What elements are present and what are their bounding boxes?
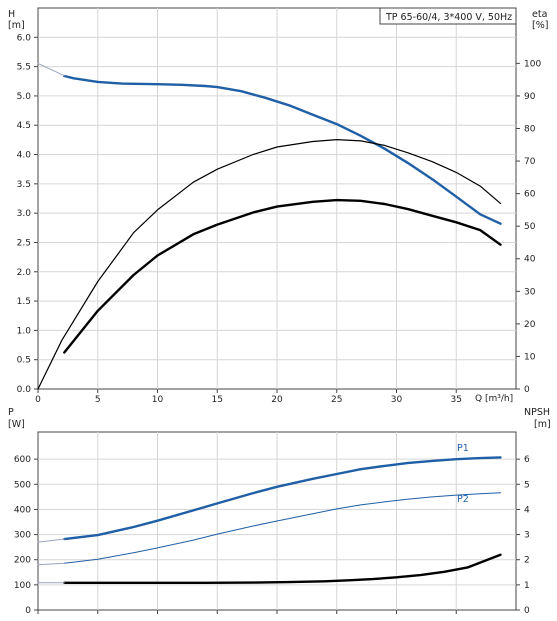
y-left-tick-label: 3.5 bbox=[17, 180, 31, 190]
y-left-tick-label: 2.0 bbox=[17, 268, 32, 278]
y-left-tick-label: 2.5 bbox=[17, 238, 31, 248]
chart-title-box-border bbox=[379, 7, 517, 25]
y-left-tick-label: 5.0 bbox=[17, 92, 32, 102]
y-right-tick-label: 6 bbox=[524, 455, 530, 465]
y-left-tick-label: 5.5 bbox=[17, 63, 31, 73]
y-right-tick-label: 60 bbox=[524, 190, 536, 200]
y-right-tick-label: 70 bbox=[524, 157, 536, 167]
curve-4-line bbox=[63, 553, 502, 584]
y-left-tick-label: 4.5 bbox=[17, 121, 31, 131]
x-tick-label: 0 bbox=[35, 395, 41, 405]
y-right-tick-label: 100 bbox=[524, 59, 541, 69]
y-right-tick-label: 3 bbox=[524, 531, 530, 541]
y-right-tick-label: 80 bbox=[524, 124, 536, 134]
y-left-tick-label: 3.0 bbox=[17, 209, 32, 219]
bottom-left-axis-unit: [W] bbox=[8, 419, 25, 430]
y-right-tick-label: 0 bbox=[524, 385, 530, 395]
bottom-right-axis-unit: [m] bbox=[534, 419, 551, 430]
x-tick-label: 35 bbox=[451, 395, 462, 405]
y-right-tick-label: 2 bbox=[524, 556, 530, 566]
y-right-tick-label: 20 bbox=[524, 320, 536, 330]
top-lines bbox=[37, 62, 502, 390]
x-axis-label: Q [m³/h] bbox=[475, 394, 513, 404]
curve-3-line bbox=[37, 62, 65, 77]
top-left-axis-unit: [m] bbox=[8, 20, 25, 31]
y-left-tick-label: 200 bbox=[14, 556, 31, 566]
curve-1-line bbox=[37, 139, 502, 390]
x-tick-label: 20 bbox=[271, 395, 283, 405]
y-left-tick-label: 100 bbox=[14, 581, 31, 591]
bottom-right-axis-label: NPSH bbox=[524, 407, 550, 418]
top-right-axis-unit: [%] bbox=[532, 20, 548, 31]
x-tick-label: 5 bbox=[95, 395, 101, 405]
y-left-tick-label: 0 bbox=[25, 606, 31, 616]
y-right-tick-label: 50 bbox=[524, 222, 536, 232]
y-left-tick-label: 4.0 bbox=[17, 151, 32, 161]
top-ticks: 0 5 10 15 20 25 30 35 0.0 0.5 1.0 1.5 2.0 2.5 3.0 3.5 4.… bbox=[17, 33, 542, 405]
y-left-tick-label: 0.5 bbox=[17, 356, 31, 366]
y-left-tick-label: 600 bbox=[14, 455, 31, 465]
curve-2-line bbox=[63, 198, 502, 354]
x-tick-label: 25 bbox=[331, 395, 342, 405]
y-left-tick-label: 1.5 bbox=[17, 297, 31, 307]
curve-0-line bbox=[63, 74, 502, 225]
y-right-tick-label: 4 bbox=[524, 505, 530, 515]
x-tick-label: 10 bbox=[152, 395, 164, 405]
y-left-tick-label: 400 bbox=[14, 505, 31, 515]
y-left-tick-label: 0.0 bbox=[17, 385, 32, 395]
chart-title: TP 65-60/4, 3*400 V, 50Hz bbox=[385, 12, 512, 23]
y-left-tick-label: 1.0 bbox=[17, 326, 32, 336]
top-left-axis-label: H bbox=[8, 9, 15, 20]
y-right-tick-label: 1 bbox=[524, 581, 530, 591]
y-right-tick-label: 5 bbox=[524, 480, 530, 490]
series-p1-line bbox=[63, 456, 502, 541]
y-right-tick-label: 90 bbox=[524, 92, 536, 102]
bottom-lines bbox=[37, 456, 502, 584]
chart-title-box: TP 65-60/4, 3*400 V, 50Hz bbox=[379, 7, 517, 25]
x-tick-label: 30 bbox=[391, 395, 403, 405]
series-label-p2: P2 bbox=[457, 494, 469, 505]
x-tick-label: 15 bbox=[212, 395, 223, 405]
bottom-ticks: 0 100 200 300 400 500 600 0 1 2 3 4 5 6 bbox=[14, 455, 530, 616]
bottom-left-axis-label: P bbox=[8, 407, 14, 418]
y-right-tick-label: 30 bbox=[524, 287, 536, 297]
bottom-plot: 0 100 200 300 400 500 600 0 1 2 3 4 5 6 P [W] NPSH [m… bbox=[8, 407, 551, 616]
top-grid bbox=[38, 8, 516, 389]
y-right-tick-label: 10 bbox=[524, 352, 536, 362]
curve-3-line bbox=[37, 562, 65, 566]
top-plot: 0 5 10 15 20 25 30 35 0.0 0.5 1.0 1.5 2.0 2.5 3.0 3.5 4.… bbox=[8, 7, 548, 405]
curve-2-line bbox=[37, 538, 65, 543]
y-left-tick-label: 6.0 bbox=[17, 33, 32, 43]
series-label-p1: P1 bbox=[457, 443, 469, 454]
top-right-axis-label: eta bbox=[532, 9, 547, 20]
y-right-tick-label: 40 bbox=[524, 255, 536, 265]
y-left-tick-label: 500 bbox=[14, 480, 31, 490]
series-p2-line bbox=[63, 492, 501, 564]
y-right-tick-label: 0 bbox=[524, 606, 530, 616]
y-left-tick-label: 300 bbox=[14, 531, 31, 541]
